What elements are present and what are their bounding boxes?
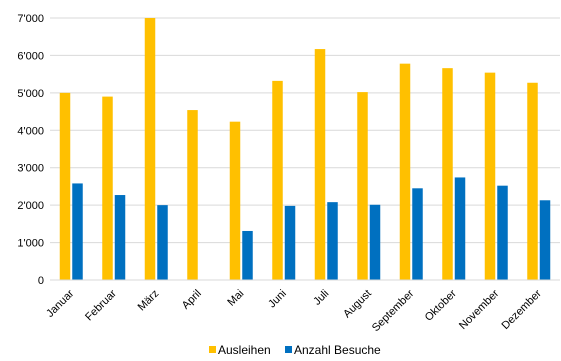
legend-label-0: Ausleihen xyxy=(218,343,271,357)
bar-ausleihen-oktober xyxy=(442,68,453,280)
bar-ausleihen-dezember xyxy=(527,82,538,280)
x-tick-label: Mai xyxy=(225,288,246,309)
y-tick-label: 6'000 xyxy=(17,50,44,62)
bar-ausleihen-januar xyxy=(59,92,71,280)
y-tick-label: 2'000 xyxy=(17,200,44,212)
legend-swatch-0 xyxy=(209,346,216,353)
x-tick-label: Februar xyxy=(83,287,119,323)
bar-anzahl-besuche-november xyxy=(497,185,508,280)
x-tick-label: April xyxy=(180,288,204,312)
bar-ausleihen-november xyxy=(484,72,496,280)
bar-ausleihen-september xyxy=(399,63,411,280)
bar-ausleihen-februar xyxy=(102,96,113,280)
bar-anzahl-besuche-oktober xyxy=(454,177,466,280)
x-tick-label: Juni xyxy=(266,288,289,311)
y-tick-label: 5'000 xyxy=(17,88,44,100)
x-tick-label: Dezember xyxy=(500,287,545,332)
bar-anzahl-besuche-februar xyxy=(114,195,126,280)
x-tick-label: Juli xyxy=(311,288,331,308)
bar-ausleihen-april xyxy=(187,110,198,281)
bar-ausleihen-august xyxy=(357,92,368,280)
x-tick-label: Januar xyxy=(44,287,77,320)
bar-ausleihen-juli xyxy=(314,49,326,280)
bar-anzahl-besuche-mai xyxy=(242,230,253,280)
bar-ausleihen-märz xyxy=(144,18,156,280)
legend-swatch-1 xyxy=(285,346,292,353)
x-tick-label: November xyxy=(457,287,502,332)
bar-anzahl-besuche-september xyxy=(412,188,423,280)
y-tick-label: 1'000 xyxy=(17,238,44,250)
x-tick-label: August xyxy=(341,288,374,321)
y-tick-label: 3'000 xyxy=(17,163,44,175)
bar-anzahl-besuche-januar xyxy=(72,183,83,280)
bar-ausleihen-mai xyxy=(229,121,241,280)
bar-anzahl-besuche-juli xyxy=(327,202,338,280)
y-tick-label: 0 xyxy=(38,275,44,287)
bar-anzahl-besuche-august xyxy=(369,204,381,280)
x-tick-label: März xyxy=(136,288,162,314)
bar-anzahl-besuche-märz xyxy=(157,205,168,280)
bar-anzahl-besuche-juni xyxy=(284,205,296,280)
x-tick-label: September xyxy=(370,287,417,334)
bar-ausleihen-juni xyxy=(272,80,283,280)
y-tick-label: 4'000 xyxy=(17,125,44,137)
legend-label-1: Anzahl Besuche xyxy=(294,343,381,357)
x-tick-label: Oktober xyxy=(423,287,459,323)
bar-anzahl-besuche-dezember xyxy=(539,200,551,280)
y-tick-label: 7'000 xyxy=(17,13,44,25)
